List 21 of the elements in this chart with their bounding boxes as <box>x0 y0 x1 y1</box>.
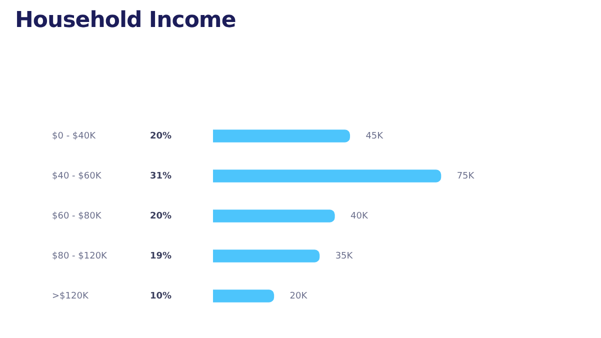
data-label: 20K <box>290 291 308 302</box>
text: 20% <box>150 131 172 142</box>
data-label: 45K <box>366 131 384 142</box>
data-label: 35K <box>335 251 354 262</box>
bar <box>213 250 320 262</box>
text: 20% <box>150 211 172 222</box>
text: 19% <box>150 251 172 262</box>
bar <box>213 290 274 302</box>
text: 10% <box>150 291 172 302</box>
bar <box>213 130 350 142</box>
data-label: 75K <box>456 171 476 182</box>
text: 31% <box>150 171 172 182</box>
y-tick-label: $60 - $80K <box>52 211 102 222</box>
y-tick-label: >$120K <box>52 291 90 302</box>
bar <box>213 210 335 222</box>
y-tick-label: $40 - $60K <box>52 171 102 182</box>
chart-title: Household Income <box>15 8 236 33</box>
bar <box>213 170 442 182</box>
data-label: 40K <box>350 211 369 222</box>
y-tick-label: $80 - $120K <box>52 251 108 262</box>
y-tick-label: $0 - $40K <box>52 131 97 142</box>
